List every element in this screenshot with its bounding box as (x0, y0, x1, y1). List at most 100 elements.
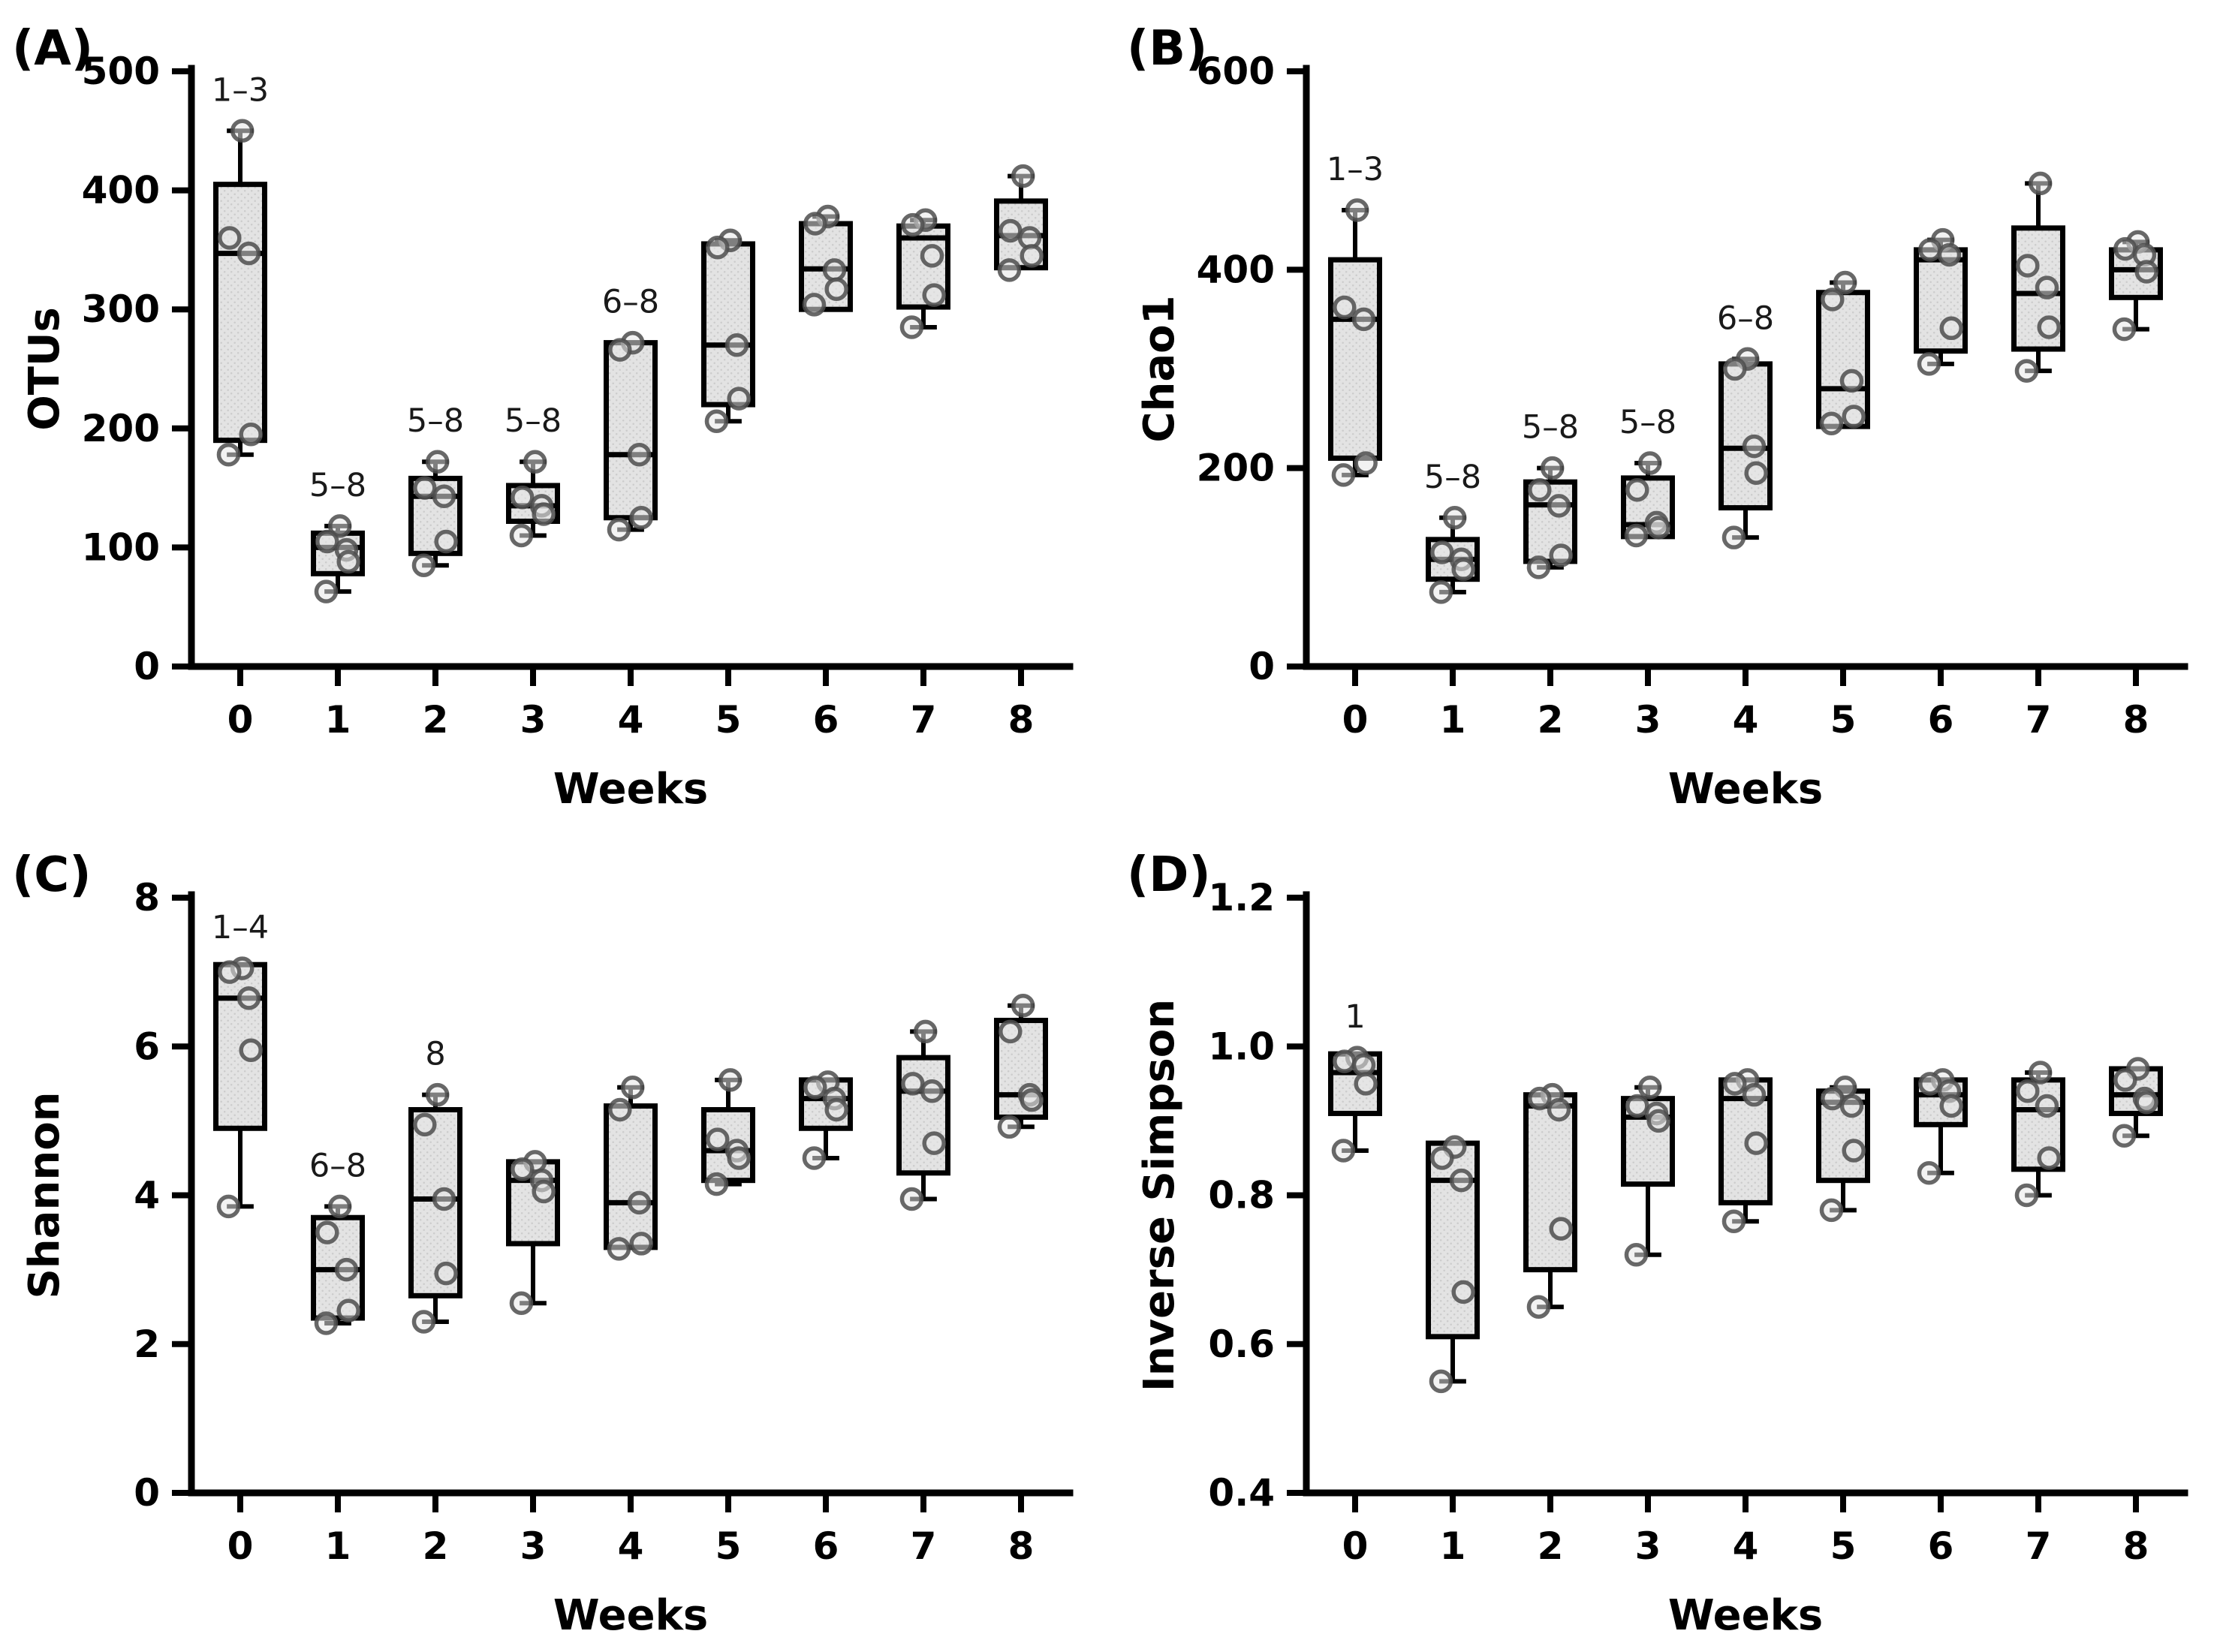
x-tick-label: 2 (1538, 1524, 1564, 1568)
data-point (1637, 1076, 1662, 1100)
data-point (1449, 1168, 1474, 1193)
data-point (2113, 236, 2137, 261)
y-tick-label: 400 (82, 169, 160, 212)
data-point (1625, 1094, 1649, 1118)
data-point (920, 1079, 944, 1103)
box-group-week-0: 1–4 (212, 909, 269, 1219)
data-point (802, 1146, 827, 1170)
data-point (1918, 1072, 1942, 1096)
x-axis-title: Weeks (553, 765, 708, 814)
data-point (1939, 316, 1963, 341)
x-tick-label: 0 (1342, 698, 1369, 742)
x-tick-label: 5 (1830, 1524, 1857, 1568)
data-point (2014, 359, 2039, 383)
data-point (704, 409, 729, 434)
data-point (2035, 275, 2059, 299)
box-rect (604, 340, 658, 521)
data-point (1430, 1146, 1454, 1170)
y-axis-title: OTUs (20, 307, 69, 431)
data-point (532, 1179, 556, 1204)
data-point (432, 1187, 456, 1211)
data-point (1333, 295, 1357, 320)
data-point (627, 1190, 652, 1215)
data-point (1839, 1094, 1864, 1118)
data-point (1721, 525, 1746, 549)
box-group-week-8 (994, 993, 1048, 1139)
box-group-week-8 (2109, 230, 2163, 342)
significance-annotation: 1–4 (212, 909, 269, 946)
box-group-week-6 (1914, 227, 1968, 376)
data-point (706, 1127, 730, 1151)
boxplot-shannon: (C) 0 2 4 6 8 0 1 2 3 4 5 6 7 8 Shannon Weeks 1–4 6–8 8 (12, 847, 1074, 1640)
significance-annotation: 5–8 (1424, 459, 1481, 496)
x-tick-label: 7 (911, 698, 937, 742)
y-tick-label: 400 (1197, 248, 1275, 291)
panel-a-otus: (A) 0 100 200 300 400 500 0 1 2 3 4 5 6 7 8 OTUs Weeks 1–3… (0, 0, 1111, 826)
data-point (1723, 357, 1747, 381)
data-point (1917, 352, 1941, 376)
y-tick-label: 0 (134, 645, 160, 688)
data-point (315, 529, 339, 554)
y-tick-label: 100 (82, 525, 160, 569)
box-group-week-3: 5–8 (505, 402, 562, 548)
y-tick-label: 0 (1249, 645, 1275, 688)
x-tick-label: 7 (911, 1524, 937, 1568)
data-point (1833, 270, 1857, 295)
data-point (803, 212, 827, 236)
data-point (425, 450, 450, 474)
x-tick-label: 4 (618, 698, 644, 742)
box-group-week-4: 6–8 (602, 284, 659, 542)
box-group-week-2: 5–8 (1522, 409, 1579, 579)
y-tick-label: 4 (134, 1174, 160, 1217)
data-point (1646, 1109, 1670, 1133)
data-point (1744, 1131, 1768, 1155)
data-point (1528, 1086, 1552, 1111)
data-point (1637, 451, 1662, 475)
box-group-week-3: 5–8 (1619, 404, 1676, 548)
data-point (727, 387, 751, 411)
y-tick-label: 200 (1197, 447, 1275, 490)
data-point (822, 258, 847, 282)
data-point (411, 1310, 436, 1334)
y-tick-label: 0 (134, 1471, 160, 1515)
y-axis-title: Inverse Simpson (1135, 999, 1184, 1392)
panel-c-shannon: (C) 0 2 4 6 8 0 1 2 3 4 5 6 7 8 Shannon Weeks 1–4 6–8 8 (0, 826, 1111, 1652)
data-point (314, 1311, 339, 1335)
y-axis-title: Chao1 (1135, 295, 1184, 442)
data-point (434, 529, 458, 554)
significance-annotation: 8 (425, 1036, 445, 1073)
data-point (2134, 1090, 2158, 1115)
data-point (999, 1019, 1023, 1044)
y-tick-label: 1.2 (1208, 876, 1275, 919)
boxplot-chao1: (B) 0 200 400 600 0 1 2 3 4 5 6 7 8 Chao1 Weeks 1–3 5–8 5–… (1127, 21, 2188, 814)
data-point (509, 523, 534, 548)
data-point (1351, 1053, 1376, 1077)
box-group-week-1: 5–8 (1424, 459, 1481, 604)
data-point (1333, 1049, 1357, 1073)
x-tick-label: 7 (2026, 1524, 2052, 1568)
data-point (997, 1115, 1022, 1139)
data-point (1819, 1198, 1844, 1223)
box-group-week-8 (2109, 1057, 2163, 1148)
box-group-week-2: 5–8 (407, 402, 464, 577)
data-point (1354, 1072, 1378, 1096)
data-point (922, 283, 946, 307)
data-point (1354, 451, 1378, 475)
significance-annotation: 5–8 (505, 402, 562, 440)
x-tick-label: 1 (325, 698, 351, 742)
box-group-week-4 (1718, 1068, 1773, 1233)
data-point (1625, 477, 1649, 502)
panel-letter: (B) (1127, 21, 1207, 77)
x-tick-label: 2 (1538, 698, 1564, 742)
box-group-week-7 (2011, 171, 2065, 383)
panel-letter: (A) (12, 21, 93, 77)
y-tick-label: 2 (134, 1323, 160, 1366)
box-rect (1718, 361, 1773, 511)
box-group-week-6 (799, 204, 853, 317)
data-point (1549, 1217, 1573, 1241)
significance-annotation: 5–8 (407, 402, 464, 440)
panel-b-chao1: (B) 0 200 400 600 0 1 2 3 4 5 6 7 8 Chao1 Weeks 1–3 5–8 5–… (1115, 0, 2226, 826)
box-group-week-7 (896, 208, 950, 339)
data-point (1011, 993, 1035, 1018)
data-point (2028, 171, 2053, 196)
